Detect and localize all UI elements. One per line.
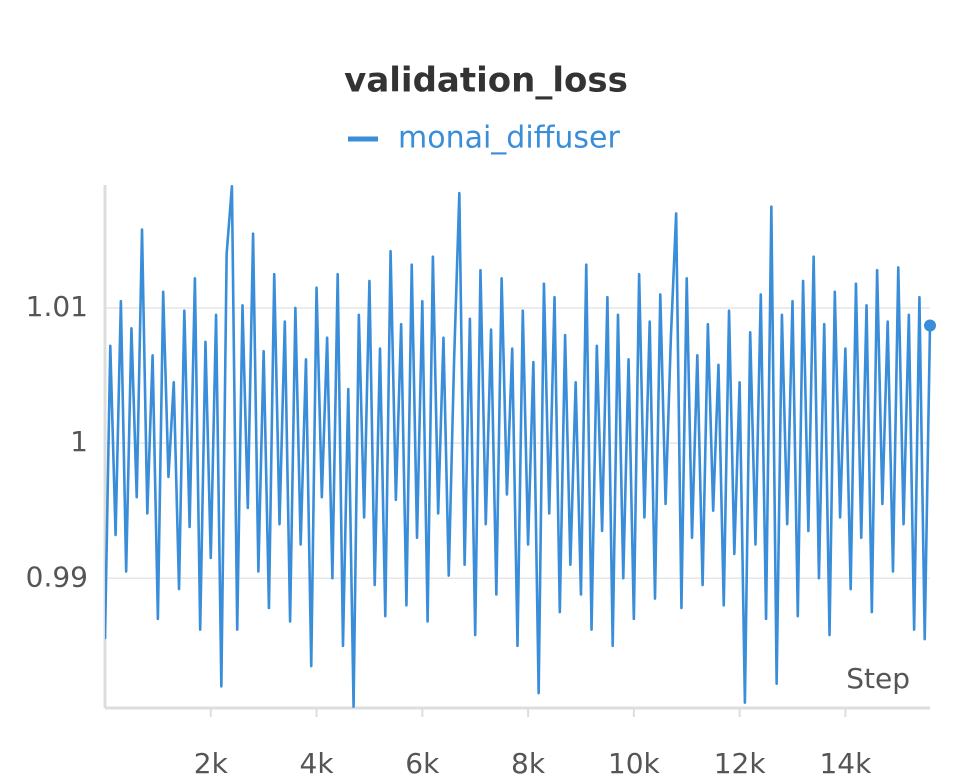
x-tick-label: 10k (608, 747, 661, 780)
chart-title: validation_loss (344, 61, 628, 101)
x-tick-label: 14k (819, 747, 872, 780)
x-tick-label: 8k (511, 747, 546, 780)
legend-label: monai_diffuser (398, 121, 620, 156)
y-tick-label: 1 (70, 425, 88, 458)
x-tick-label: 6k (405, 747, 440, 780)
x-tick-label: 12k (714, 747, 767, 780)
x-axis-label: Step (846, 662, 910, 695)
data-line (105, 185, 932, 708)
y-tick-label: 1.01 (26, 290, 88, 323)
y-tick-label: 0.99 (26, 560, 88, 593)
x-tick-label: 4k (300, 747, 335, 780)
end-point (924, 319, 936, 332)
x-tick-label: 2k (194, 747, 229, 780)
